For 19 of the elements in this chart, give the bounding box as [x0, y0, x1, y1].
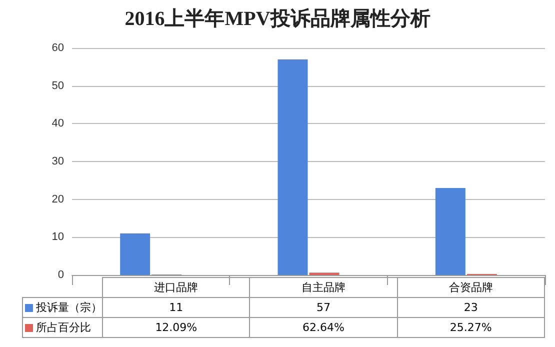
- x-tick-label: 进口品牌: [102, 278, 250, 298]
- x-tick-label: 合资品牌: [397, 278, 544, 298]
- y-tick-label: 30: [52, 156, 64, 168]
- y-tick-label: 60: [52, 42, 64, 54]
- data-label: 23: [397, 298, 544, 318]
- data-label: 11: [102, 298, 250, 318]
- data-label: 25.27%: [397, 318, 544, 338]
- legend-label: 所占百分比: [22, 318, 102, 338]
- y-tick-label: 50: [52, 80, 64, 92]
- data-label: 12.09%: [102, 318, 250, 338]
- y-tick-label: 20: [52, 193, 64, 206]
- legend-label: 投诉量（宗）: [22, 298, 102, 318]
- y-tick-label: 0: [58, 269, 64, 281]
- y-tick-label: 10: [52, 231, 64, 244]
- chart-title: 2016上半年MPV投诉品牌属性分析: [124, 7, 430, 30]
- y-tick-label: 40: [52, 118, 64, 130]
- x-tick-label: 自主品牌: [250, 278, 398, 298]
- data-label: 62.64%: [250, 318, 398, 338]
- data-label: 57: [250, 298, 398, 318]
